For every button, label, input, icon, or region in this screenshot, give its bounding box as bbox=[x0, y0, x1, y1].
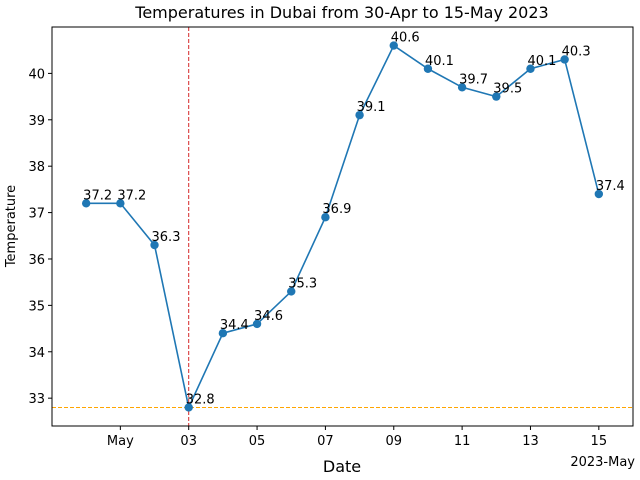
data-label: 37.2 bbox=[83, 188, 112, 203]
data-label: 39.5 bbox=[493, 82, 522, 97]
data-label: 34.6 bbox=[254, 309, 283, 324]
data-point bbox=[81, 199, 91, 208]
data-point bbox=[423, 64, 433, 73]
x-tick-label: May bbox=[107, 434, 134, 449]
y-tick-label: 36 bbox=[28, 253, 45, 268]
data-label: 32.8 bbox=[186, 392, 215, 407]
data-label: 37.2 bbox=[117, 188, 146, 203]
data-point bbox=[252, 319, 262, 329]
data-point bbox=[355, 110, 364, 120]
y-tick-label: 37 bbox=[28, 207, 45, 222]
data-point bbox=[321, 213, 330, 222]
data-point bbox=[389, 41, 398, 50]
data-point bbox=[287, 287, 296, 296]
data-point bbox=[116, 199, 125, 208]
data-point bbox=[184, 403, 193, 412]
x-tick-label: 07 bbox=[317, 434, 334, 449]
y-tick-label: 40 bbox=[28, 67, 45, 82]
data-label: 40.1 bbox=[425, 54, 454, 69]
chart-title: Temperatures in Dubai from 30-Apr to 15-… bbox=[134, 3, 548, 22]
data-label: 35.3 bbox=[288, 276, 317, 291]
data-label: 34.4 bbox=[220, 318, 249, 333]
y-tick-label: 33 bbox=[28, 392, 45, 407]
x-tick-label: 05 bbox=[249, 434, 266, 449]
data-point bbox=[218, 329, 228, 338]
data-label: 36.3 bbox=[152, 230, 181, 245]
data-label: 37.4 bbox=[596, 179, 625, 194]
data-point bbox=[457, 83, 467, 92]
x-tick-label: 13 bbox=[522, 434, 539, 449]
x-tick-label: 11 bbox=[454, 434, 471, 449]
data-label: 40.6 bbox=[391, 31, 420, 46]
y-axis-label: Temperature bbox=[4, 185, 19, 268]
y-tick-label: 39 bbox=[28, 114, 45, 129]
axes-frame bbox=[51, 26, 634, 427]
y-tick-label: 38 bbox=[28, 160, 45, 175]
data-label: 39.1 bbox=[357, 100, 386, 115]
y-tick-label: 34 bbox=[28, 346, 45, 361]
y-tick-label: 35 bbox=[28, 299, 45, 314]
data-point bbox=[526, 64, 535, 73]
data-point bbox=[150, 240, 159, 250]
data-point bbox=[492, 92, 501, 101]
x-tick-label: 15 bbox=[591, 434, 608, 449]
x-axis-offset-label: 2023-May bbox=[570, 455, 635, 470]
data-label: 40.3 bbox=[562, 44, 591, 59]
data-point bbox=[560, 55, 569, 64]
data-point bbox=[594, 189, 604, 199]
data-label: 40.1 bbox=[527, 54, 556, 69]
x-axis-label: Date bbox=[323, 457, 361, 476]
series-line bbox=[86, 44, 600, 410]
x-tick-label: 03 bbox=[180, 434, 197, 449]
data-label: 36.9 bbox=[322, 202, 351, 217]
x-tick-label: 09 bbox=[385, 434, 402, 449]
data-label: 39.7 bbox=[459, 72, 488, 87]
plot-area: 33 34 35 36 37 38 39 40 May 03 05 07 09 11 13 15 37.2 37.… bbox=[28, 27, 633, 449]
